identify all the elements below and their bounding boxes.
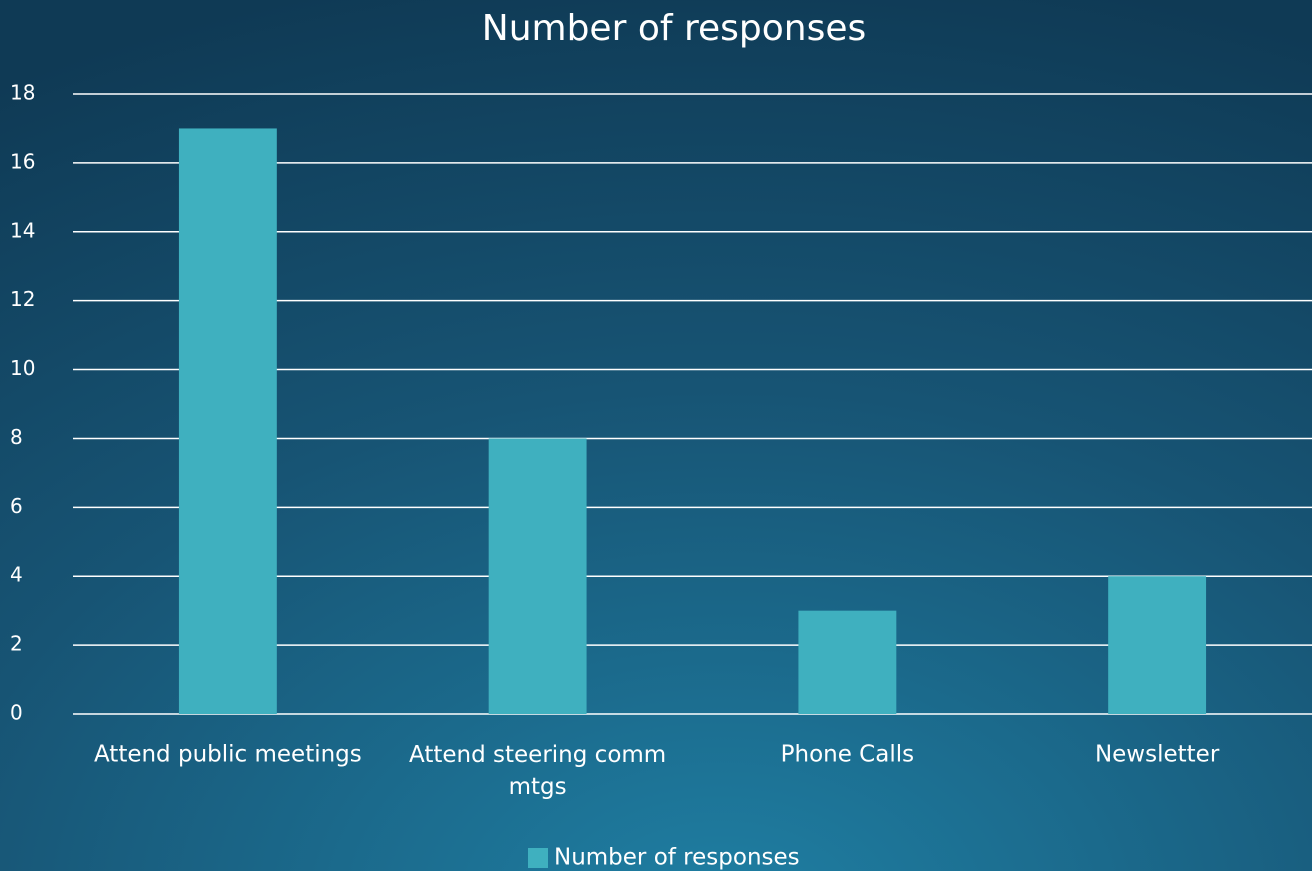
chart-title: Number of responses (482, 8, 866, 49)
bar (1108, 576, 1207, 714)
y-tick-label: 16 (10, 149, 35, 173)
legend-label: Number of responses (554, 845, 800, 871)
x-tick-label: Attend steering comm mtgs (409, 742, 666, 800)
y-tick-label: 14 (10, 218, 35, 242)
x-tick-label: Attend public meetings (94, 742, 362, 768)
bar (488, 438, 587, 714)
y-tick-label: 18 (10, 81, 35, 105)
bar (798, 610, 897, 714)
y-tick-label: 10 (10, 356, 35, 380)
bar (178, 128, 277, 714)
y-tick-label: 0 (10, 701, 23, 725)
y-tick-label: 2 (10, 632, 23, 656)
x-tick-label: Phone Calls (781, 742, 914, 768)
y-tick-label: 6 (10, 494, 23, 518)
y-tick-label: 8 (10, 425, 23, 449)
y-tick-label: 4 (10, 563, 23, 587)
legend-swatch (528, 848, 548, 868)
y-tick-label: 12 (10, 287, 35, 311)
x-tick-label: Newsletter (1095, 742, 1220, 768)
